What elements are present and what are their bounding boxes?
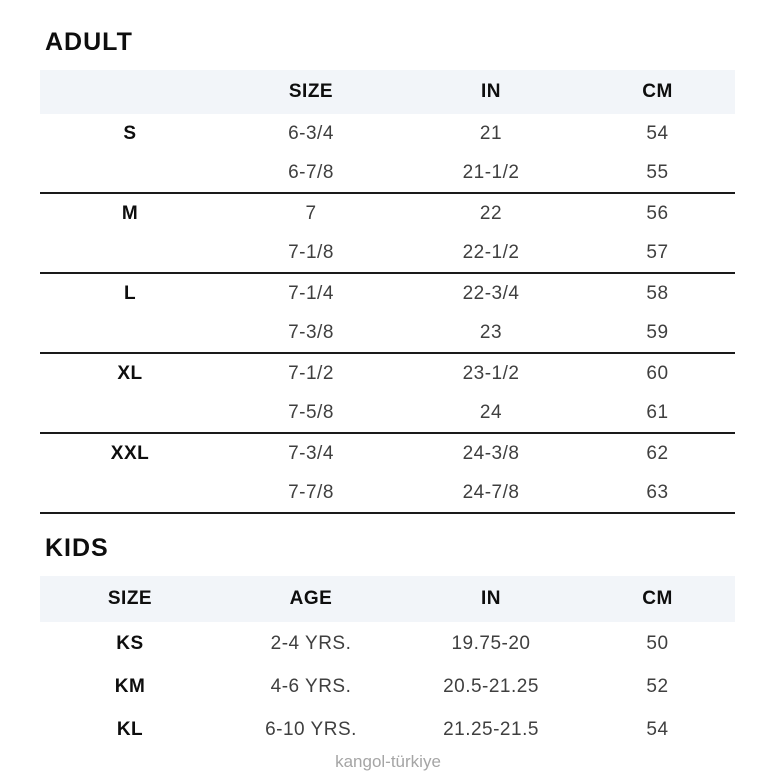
size-label: KS xyxy=(116,632,144,654)
inches-value: 22-1/2 xyxy=(462,241,520,263)
age-value: 4-6 YRS. xyxy=(270,675,352,697)
adult-header-size: SIZE xyxy=(288,81,334,102)
cm-value: 61 xyxy=(646,401,669,423)
table-row: 6-7/8 21-1/2 55 xyxy=(40,153,735,192)
table-row: 7-1/8 22-1/2 57 xyxy=(40,233,735,272)
table-row: KM 4-6 YRS. 20.5-21.25 52 xyxy=(40,665,735,708)
size-group-xl: XL 7-1/2 23-1/2 60 7-5/8 24 61 xyxy=(40,354,735,434)
inches-value: 21.25-21.5 xyxy=(443,718,539,740)
kids-header-cm: CM xyxy=(642,588,673,609)
size-value: 7-1/2 xyxy=(288,362,334,384)
table-row: 7-5/8 24 61 xyxy=(40,393,735,432)
inches-value: 24-3/8 xyxy=(462,442,520,464)
cm-value: 63 xyxy=(646,481,669,503)
size-label: XL xyxy=(117,362,143,384)
size-value: 7-1/8 xyxy=(288,241,334,263)
table-row: 7-3/8 23 59 xyxy=(40,313,735,352)
table-row: XXL 7-3/4 24-3/8 62 xyxy=(40,434,735,473)
inches-value: 21 xyxy=(479,122,503,144)
size-group-xxl: XXL 7-3/4 24-3/8 62 7-7/8 24-7/8 63 xyxy=(40,434,735,514)
table-row: XL 7-1/2 23-1/2 60 xyxy=(40,354,735,393)
size-group-l: L 7-1/4 22-3/4 58 7-3/8 23 59 xyxy=(40,274,735,354)
age-value: 2-4 YRS. xyxy=(270,632,352,654)
inches-value: 24-7/8 xyxy=(462,481,520,503)
size-label: XXL xyxy=(110,442,150,464)
table-row: M 7 22 56 xyxy=(40,194,735,233)
inches-value: 20.5-21.25 xyxy=(443,675,539,697)
cm-value: 62 xyxy=(646,442,669,464)
table-row: 7-7/8 24-7/8 63 xyxy=(40,473,735,512)
size-value: 7 xyxy=(305,202,317,224)
cm-value: 60 xyxy=(646,362,669,384)
kids-size-table: SIZE AGE IN CM KS 2-4 YRS. 19.75-20 50 K… xyxy=(40,576,735,751)
inches-value: 23 xyxy=(479,321,503,343)
table-row: L 7-1/4 22-3/4 58 xyxy=(40,274,735,313)
cm-value: 56 xyxy=(646,202,669,224)
kids-header-size: SIZE xyxy=(107,588,153,609)
table-row: S 6-3/4 21 54 xyxy=(40,114,735,153)
size-label: L xyxy=(123,282,137,304)
cm-value: 57 xyxy=(646,241,669,263)
size-group-s: S 6-3/4 21 54 6-7/8 21-1/2 55 xyxy=(40,114,735,194)
kids-table-header-row: SIZE AGE IN CM xyxy=(40,576,735,622)
size-label: M xyxy=(121,202,139,224)
adult-header-in: IN xyxy=(481,81,501,102)
size-value: 7-5/8 xyxy=(288,401,334,423)
inches-value: 19.75-20 xyxy=(451,632,531,654)
table-row: KL 6-10 YRS. 21.25-21.5 54 xyxy=(40,708,735,751)
adult-table-header-row: SIZE IN CM xyxy=(40,70,735,114)
cm-value: 54 xyxy=(646,718,669,740)
inches-value: 21-1/2 xyxy=(462,161,520,183)
inches-value: 22-3/4 xyxy=(462,282,520,304)
age-value: 6-10 YRS. xyxy=(265,718,357,740)
inches-value: 22 xyxy=(479,202,503,224)
kids-header-age: AGE xyxy=(289,588,333,609)
adult-section-title: ADULT xyxy=(45,28,133,56)
adult-size-table: SIZE IN CM S 6-3/4 21 54 6-7/8 21-1/2 55… xyxy=(40,70,735,514)
cm-value: 55 xyxy=(646,161,669,183)
inches-value: 24 xyxy=(479,401,503,423)
site-watermark: kangol-türkiye xyxy=(335,752,441,771)
size-value: 6-7/8 xyxy=(288,161,334,183)
size-value: 7-7/8 xyxy=(288,481,334,503)
size-value: 6-3/4 xyxy=(288,122,334,144)
inches-value: 23-1/2 xyxy=(462,362,520,384)
size-value: 7-3/4 xyxy=(288,442,334,464)
cm-value: 52 xyxy=(646,675,669,697)
adult-header-cm: CM xyxy=(642,81,673,102)
size-value: 7-1/4 xyxy=(288,282,334,304)
kids-header-in: IN xyxy=(481,588,501,609)
size-group-m: M 7 22 56 7-1/8 22-1/2 57 xyxy=(40,194,735,274)
kids-section-title: KIDS xyxy=(45,534,109,562)
table-row: KS 2-4 YRS. 19.75-20 50 xyxy=(40,622,735,665)
size-label: KL xyxy=(116,718,144,740)
cm-value: 50 xyxy=(646,632,669,654)
cm-value: 59 xyxy=(646,321,669,343)
size-value: 7-3/8 xyxy=(288,321,334,343)
cm-value: 58 xyxy=(646,282,669,304)
size-label: KM xyxy=(114,675,146,697)
cm-value: 54 xyxy=(646,122,669,144)
size-label: S xyxy=(123,122,137,144)
